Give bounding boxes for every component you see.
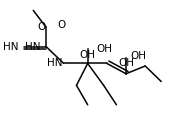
Text: O: O	[37, 22, 45, 32]
Text: OH: OH	[131, 51, 147, 61]
Text: HN: HN	[47, 58, 63, 68]
Text: OH: OH	[96, 44, 112, 54]
Text: OH: OH	[118, 58, 134, 68]
Text: O: O	[57, 20, 66, 30]
Text: HN: HN	[3, 42, 19, 52]
Text: HN: HN	[25, 42, 41, 52]
Text: OH: OH	[80, 50, 96, 60]
